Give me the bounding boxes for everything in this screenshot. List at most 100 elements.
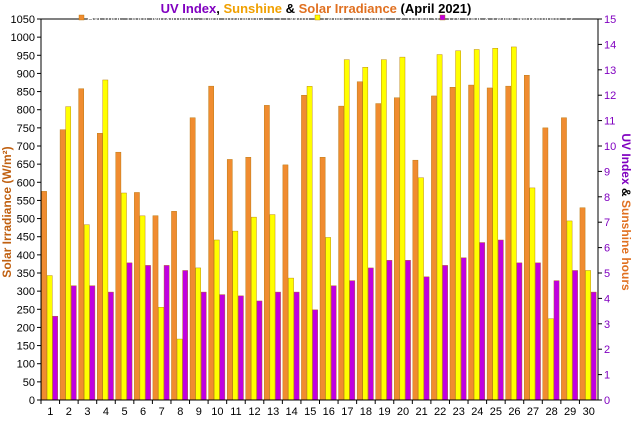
y-left-tick-label: 850 (17, 87, 35, 99)
bar-sunshine (548, 318, 554, 401)
y-right-tick-label: 1 (604, 370, 610, 382)
y-right-tick-label: 8 (604, 192, 610, 204)
bar-sunshine (176, 338, 183, 401)
x-tick-label: 23 (453, 406, 465, 418)
y-right-tick-label: 6 (604, 243, 610, 255)
x-tick-label: 14 (286, 406, 298, 418)
bar-uv-index (126, 262, 133, 401)
bar-uv-index (89, 285, 96, 401)
bar-irradiance (449, 87, 456, 401)
bar-irradiance (59, 129, 66, 401)
x-tick-label: 27 (527, 406, 539, 418)
bar-uv-index (423, 276, 430, 401)
bar-uv-index (200, 291, 207, 401)
y-left-tick-label: 200 (17, 322, 35, 334)
bar-irradiance (282, 164, 289, 401)
x-tick-label: 7 (159, 406, 165, 418)
bar-sunshine (139, 215, 146, 401)
y-right-tick-label: 4 (604, 293, 610, 305)
y-left-tick-label: 250 (17, 304, 35, 316)
legend-label: Average Hour Maximum Solar Irradiance Y1… (87, 13, 316, 24)
right-title-sunshine: Sunshine hours (619, 200, 633, 291)
bar-irradiance (356, 81, 363, 401)
legend-swatch (314, 14, 321, 21)
y-left-tick-label: 400 (17, 250, 35, 262)
bar-uv-index (516, 262, 523, 401)
x-tick-label: 6 (140, 406, 146, 418)
bar-irradiance (171, 211, 177, 401)
bar-irradiance (524, 75, 530, 401)
x-tick-label: 30 (583, 406, 595, 418)
x-tick-label: 15 (304, 406, 316, 418)
bar-sunshine (251, 216, 257, 401)
bar-sunshine (158, 307, 164, 401)
bar-uv-index (219, 294, 226, 401)
x-tick-label: 24 (471, 406, 483, 418)
x-tick-label: 13 (267, 406, 279, 418)
bar-irradiance (319, 157, 326, 401)
x-tick-label: 1 (47, 406, 53, 418)
y-left-tick-label: 1000 (11, 32, 35, 44)
bar-uv-index (52, 315, 59, 401)
x-tick-label: 26 (508, 406, 520, 418)
bar-sunshine (585, 270, 591, 401)
y-left-tick-label: 650 (17, 159, 35, 171)
bar-uv-index (256, 300, 263, 401)
bar-irradiance (542, 127, 549, 401)
bar-sunshine (65, 106, 72, 401)
bar-sunshine (306, 86, 313, 401)
y-left-tick-label: 600 (17, 177, 35, 189)
bar-irradiance (264, 105, 270, 401)
bar-uv-index (182, 270, 188, 401)
title-sunshine: Sunshine (224, 1, 283, 16)
x-tick-label: 10 (211, 406, 223, 418)
y-right-tick-label: 13 (604, 65, 616, 77)
x-tick-label: 8 (177, 406, 183, 418)
bar-uv-index (590, 291, 597, 401)
x-tick-label: 16 (323, 406, 335, 418)
y-right-tick-label: 2 (604, 344, 610, 356)
plot-area (41, 19, 598, 400)
y-left-tick-label: 800 (17, 105, 35, 117)
bar-irradiance (208, 85, 214, 401)
y-right-tick-label: 11 (604, 116, 615, 128)
bar-sunshine (492, 48, 499, 401)
bar-uv-index (386, 260, 393, 401)
y-left-tick-label: 750 (17, 123, 35, 135)
bar-irradiance (505, 85, 512, 401)
title-separator-1: , (216, 1, 223, 16)
bar-sunshine (325, 237, 331, 401)
bar-irradiance (245, 157, 252, 401)
bar-uv-index (71, 285, 77, 401)
y-left-tick-label: 0 (29, 395, 35, 407)
y-left-tick-label: 500 (17, 214, 35, 226)
y-left-tick-label: 300 (17, 286, 35, 298)
bar-sunshine (83, 224, 90, 401)
x-tick-label: 20 (397, 406, 409, 418)
title-solar-irradiance: Solar Irradiance (299, 1, 397, 16)
bar-irradiance (431, 95, 437, 401)
bar-uv-index (108, 291, 114, 401)
bar-sunshine (381, 59, 387, 401)
y-left-tick-label: 150 (17, 341, 35, 353)
bar-uv-index (238, 295, 244, 401)
bar-irradiance (375, 103, 382, 401)
y-right-tick-label: 5 (604, 268, 610, 280)
y-left-tick-label: 100 (17, 359, 35, 371)
y-right-tick-label: 15 (604, 14, 616, 26)
bar-sunshine (288, 277, 294, 401)
bar-irradiance (579, 207, 586, 401)
bar-uv-index (163, 265, 170, 401)
bar-irradiance (412, 159, 419, 401)
bar-sunshine (566, 220, 573, 401)
bar-sunshine (46, 275, 53, 401)
y-right-tick-label: 12 (604, 90, 616, 102)
bar-sunshine (436, 54, 443, 401)
bar-sunshine (529, 187, 536, 401)
bar-irradiance (394, 97, 400, 401)
x-tick-label: 2 (66, 406, 72, 418)
bar-sunshine (511, 46, 517, 401)
bar-sunshine (343, 59, 350, 401)
title-uv-index: UV Index (161, 1, 217, 16)
